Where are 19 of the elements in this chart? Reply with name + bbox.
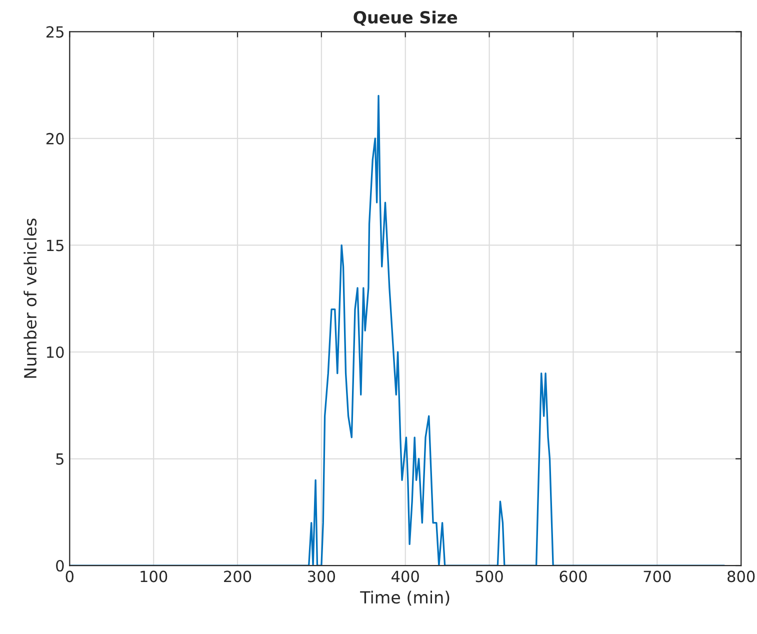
chart-title: Queue Size	[354, 10, 458, 26]
x-tick-label: 100	[140, 570, 168, 582]
x-tick-label: 500	[476, 570, 503, 582]
x-tick-label: 300	[308, 570, 336, 582]
y-axis-title: Number of vehicles	[24, 218, 37, 378]
x-tick-label: 600	[560, 570, 587, 582]
y-tick-label: 5	[56, 453, 64, 465]
x-tick-label: 0	[66, 570, 74, 582]
y-tick-label: 20	[46, 132, 64, 144]
x-tick-label: 800	[728, 570, 755, 582]
y-tick-label: 25	[46, 26, 64, 38]
x-tick-label: 700	[644, 570, 671, 582]
x-tick-label: 400	[392, 570, 419, 582]
y-tick-label: 15	[47, 240, 64, 252]
line-series	[70, 94, 726, 566]
y-tick-label: 10	[47, 346, 64, 358]
x-axis-title: Time (min)	[360, 590, 450, 606]
x-tick-label: 200	[224, 570, 252, 582]
y-tick-label: 0	[56, 560, 64, 572]
